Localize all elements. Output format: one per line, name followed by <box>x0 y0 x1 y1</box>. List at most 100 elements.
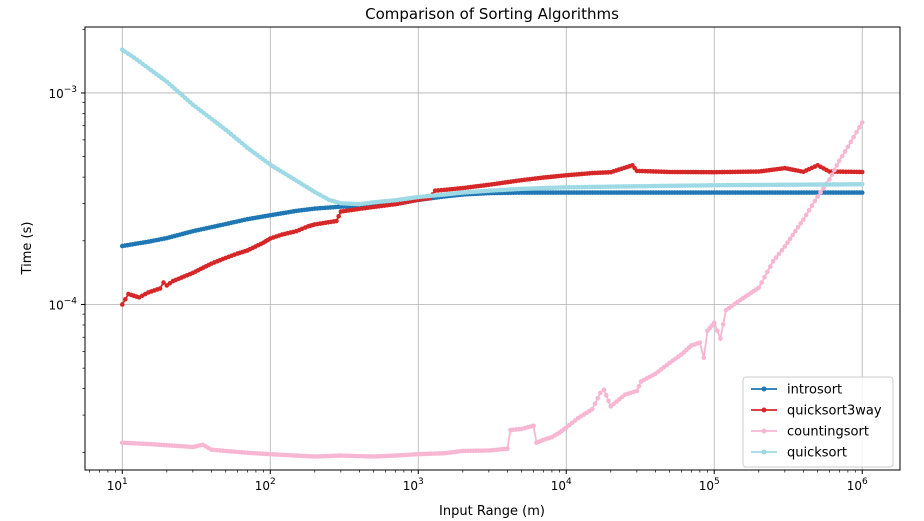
x-axis-ticks: 101 102 103 104 105 106 <box>107 470 868 493</box>
series-introsort <box>119 190 865 249</box>
data-point <box>787 236 793 242</box>
legend-label: quicksort <box>787 446 847 461</box>
data-point <box>590 406 595 412</box>
series-line-quicksort <box>121 49 863 206</box>
data-point <box>606 398 611 404</box>
data-point <box>815 194 820 199</box>
legend-label: introsort <box>787 383 842 398</box>
legend-entry-quicksort3way: quicksort3way <box>751 404 882 419</box>
y-tick-label: 10−4 <box>48 296 77 312</box>
data-point <box>793 228 798 234</box>
data-point <box>801 217 806 222</box>
data-point <box>842 149 848 154</box>
data-point <box>123 296 128 302</box>
data-point <box>795 224 801 230</box>
legend-marker <box>761 428 767 434</box>
data-point <box>636 383 642 389</box>
data-point <box>759 280 764 285</box>
legend-entry-countingsort: countingsort <box>751 425 869 440</box>
y-axis-ticks: 10−4 10−3 <box>48 85 85 312</box>
grid-lines <box>85 27 900 470</box>
data-point <box>762 274 767 280</box>
data-point <box>767 264 773 269</box>
data-point <box>161 280 166 285</box>
data-point <box>776 251 782 257</box>
data-point <box>595 396 600 401</box>
data-point <box>720 322 726 327</box>
data-point <box>839 153 845 159</box>
data-point <box>697 340 703 345</box>
data-point <box>756 285 762 291</box>
legend-marker <box>761 386 767 392</box>
data-point <box>718 336 723 341</box>
data-point <box>770 259 776 264</box>
chart-title: Comparison of Sorting Algorithms <box>365 5 619 23</box>
series-line-introsort <box>122 191 863 247</box>
x-axis-label: Input Range (m) <box>439 504 545 519</box>
data-point <box>598 390 603 396</box>
data-point <box>714 328 720 333</box>
data-point <box>834 163 840 168</box>
data-point <box>827 177 832 182</box>
data-point <box>603 393 609 398</box>
data-point <box>790 232 796 238</box>
data-point <box>505 446 510 452</box>
data-point <box>765 269 770 275</box>
data-point <box>798 221 803 226</box>
data-point <box>531 423 536 429</box>
x-tick-label: 103 <box>403 477 424 493</box>
data-point <box>829 172 835 178</box>
series-countingsort <box>119 120 865 459</box>
series-layer <box>119 47 865 459</box>
data-point <box>634 388 640 394</box>
data-point <box>782 244 788 249</box>
data-point <box>845 144 851 150</box>
series-quicksort3way <box>119 162 865 307</box>
data-point <box>857 125 862 130</box>
x-tick-label: 104 <box>551 477 572 493</box>
legend-marker <box>761 449 767 455</box>
data-point <box>592 401 598 407</box>
data-point <box>601 387 607 393</box>
legend-entry-introsort: introsort <box>751 383 842 398</box>
legend-entry-quicksort: quicksort <box>751 446 847 461</box>
data-point <box>859 169 865 175</box>
data-point <box>803 212 809 218</box>
data-point <box>773 255 779 260</box>
data-point <box>334 218 339 224</box>
data-point <box>832 167 837 173</box>
x-tick-label: 106 <box>847 477 868 493</box>
data-point <box>859 120 865 125</box>
data-point <box>785 240 790 245</box>
data-point <box>336 213 341 219</box>
x-tick-label: 105 <box>699 477 720 493</box>
data-point <box>848 139 854 145</box>
data-point <box>859 190 865 195</box>
data-point <box>809 203 815 209</box>
y-axis-label: Time (s) <box>20 222 35 276</box>
data-point <box>854 129 859 135</box>
legend: introsort quicksort3way countingsort quicks… <box>742 376 894 468</box>
legend-label: quicksort3way <box>787 404 882 419</box>
data-point <box>818 189 823 195</box>
legend-marker <box>761 407 767 413</box>
data-point <box>157 286 163 291</box>
x-tick-label: 101 <box>107 477 128 493</box>
data-point <box>119 302 125 307</box>
data-point <box>806 208 812 213</box>
data-point <box>859 181 865 187</box>
series-quicksort <box>119 47 865 207</box>
data-point <box>711 320 717 326</box>
legend-label: countingsort <box>787 425 869 440</box>
x-tick-label: 102 <box>255 477 276 493</box>
legend-box <box>742 376 894 468</box>
plot-frame <box>84 26 901 471</box>
data-point <box>779 247 785 253</box>
data-point <box>812 198 818 204</box>
minor-ticks <box>82 28 856 473</box>
data-point <box>837 158 842 164</box>
data-point <box>851 134 856 140</box>
data-point <box>701 355 707 361</box>
y-tick-label: 10−3 <box>48 85 77 101</box>
